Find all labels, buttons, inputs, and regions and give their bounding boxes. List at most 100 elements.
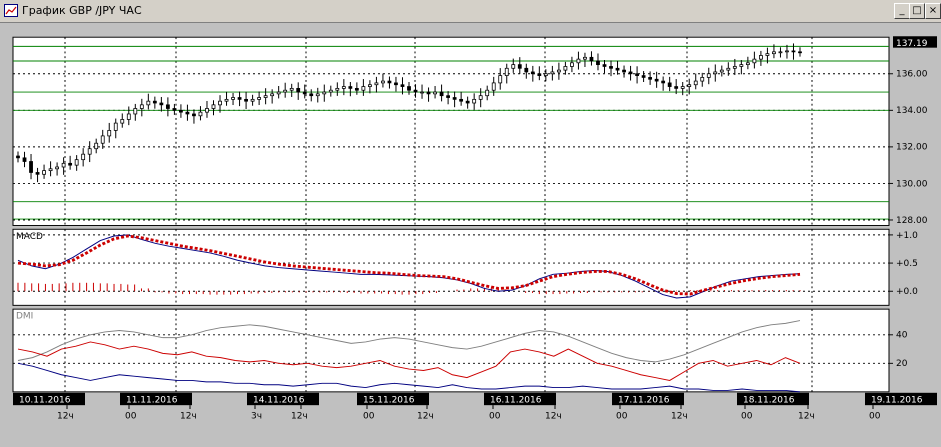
- candle-up: [785, 50, 789, 53]
- hour-tick-label: 12ч: [180, 412, 197, 422]
- candle-down: [407, 86, 411, 91]
- candle-up: [328, 89, 333, 93]
- macd-grid: [13, 229, 889, 306]
- candle-down: [296, 88, 301, 93]
- macd-tick-label: +1.0: [896, 231, 918, 241]
- candle-up: [752, 58, 757, 64]
- candle-down: [648, 77, 653, 80]
- candle-down: [674, 86, 679, 89]
- candle-up: [224, 98, 229, 102]
- candle-down: [35, 172, 40, 175]
- candle-down: [244, 98, 248, 102]
- candle-up: [732, 66, 737, 69]
- price-tick-label: 134.00: [896, 106, 927, 116]
- candle-up: [420, 91, 424, 94]
- candle-up: [205, 108, 209, 113]
- candle-up: [257, 97, 262, 100]
- candle-up: [556, 69, 561, 73]
- candle-up: [81, 153, 86, 161]
- date-label-box: [120, 392, 192, 406]
- price-candles: [16, 43, 802, 183]
- chart-canvas: 136.00 134.00 132.00 130.00 128.00 137.19 +1…: [12, 36, 937, 422]
- date-label-box: [247, 392, 319, 406]
- hour-tick-label: 00: [741, 412, 752, 422]
- candle-down: [596, 60, 600, 66]
- candle-up: [133, 108, 138, 115]
- dmi-axis: 40 20: [889, 331, 907, 369]
- date-label-box: [865, 392, 937, 406]
- candle-up: [289, 88, 294, 91]
- minimize-button[interactable]: _: [894, 3, 910, 19]
- candle-up: [335, 88, 340, 91]
- date-label-box: [737, 392, 809, 406]
- macd-histogram: [17, 282, 801, 295]
- candle-up: [693, 80, 698, 86]
- candle-up: [485, 89, 490, 97]
- candle-up: [270, 93, 275, 97]
- candle-up: [61, 162, 66, 168]
- candle-up: [570, 62, 574, 67]
- title-bar[interactable]: График GBP /JPY ЧАС _ □ ×: [0, 0, 941, 23]
- candle-down: [517, 64, 522, 69]
- date-label-box: [13, 392, 85, 406]
- candle-up: [739, 64, 744, 67]
- candle-down: [413, 89, 418, 93]
- candle-down: [615, 67, 620, 71]
- price-axis: 136.00 134.00 132.00 130.00 128.00: [889, 70, 927, 226]
- candle-down: [667, 82, 672, 87]
- candle-down: [661, 80, 666, 84]
- hour-tick-label: 12ч: [417, 412, 434, 422]
- candle-up: [48, 168, 53, 172]
- candle-down: [602, 64, 607, 67]
- candle-up: [700, 77, 705, 82]
- candle-up: [504, 67, 509, 76]
- candle-down: [400, 84, 405, 87]
- candle-up: [42, 170, 46, 175]
- dmi-tick-label: 40: [896, 331, 907, 341]
- time-axis: 10.11.2016 11.11.2016 14.11.2016 15.11.2016…: [13, 392, 937, 422]
- date-label-box: [357, 392, 429, 406]
- current-price-label: 137.19: [896, 39, 927, 49]
- macd-signal-line: [17, 234, 801, 296]
- candle-up: [772, 51, 776, 55]
- candle-down: [185, 111, 190, 115]
- hour-tick-label: 12ч: [291, 412, 308, 422]
- candle-up: [543, 73, 548, 76]
- date-label: 15.11.2016: [363, 395, 415, 405]
- candle-down: [641, 75, 646, 78]
- candle-down: [192, 113, 196, 117]
- candle-down: [791, 50, 796, 53]
- candle-down: [609, 66, 613, 69]
- candle-up: [113, 122, 118, 131]
- candle-down: [172, 108, 177, 111]
- close-button[interactable]: ×: [925, 3, 941, 19]
- candle-down: [589, 56, 594, 62]
- window-title: График GBP /JPY ЧАС: [22, 4, 142, 17]
- candle-up: [100, 135, 105, 144]
- candle-up: [491, 82, 496, 91]
- date-label: 10.11.2016: [19, 395, 71, 405]
- hour-tick-label: 00: [616, 412, 627, 422]
- candle-down: [452, 97, 457, 100]
- price-tick-label: 128.00: [896, 216, 927, 226]
- price-levels: [13, 45, 889, 220]
- dmi-title: DMI: [16, 312, 33, 322]
- hour-tick-label: 00: [489, 412, 500, 422]
- candle-up: [94, 142, 99, 150]
- candle-down: [654, 78, 659, 82]
- candle-down: [16, 155, 20, 159]
- candle-up: [583, 56, 587, 60]
- candle-down: [439, 91, 444, 97]
- candle-up: [576, 58, 581, 64]
- candle-down: [179, 109, 183, 113]
- maximize-button[interactable]: □: [909, 3, 925, 19]
- date-label: 11.11.2016: [126, 395, 178, 405]
- hour-tick-label: 12ч: [545, 412, 562, 422]
- candle-down: [628, 71, 633, 75]
- candle-down: [68, 162, 73, 166]
- candle-up: [381, 80, 385, 84]
- macd-panel: +1.0 +0.5 +0.0 MACD: [12, 228, 918, 306]
- macd-axis: +1.0 +0.5 +0.0: [889, 231, 918, 297]
- candle-up: [713, 71, 718, 75]
- hour-tick-label: 00: [125, 412, 136, 422]
